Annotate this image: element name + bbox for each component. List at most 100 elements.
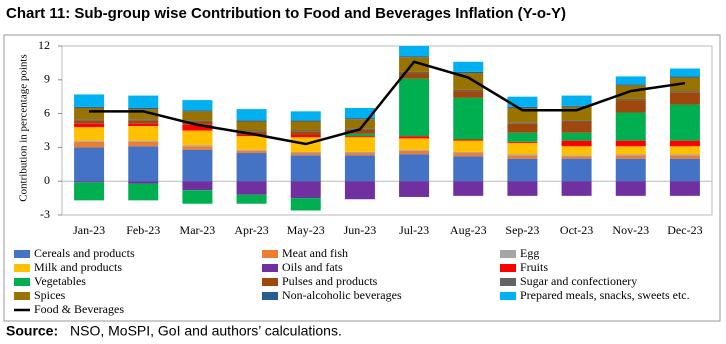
legend-label: Fruits xyxy=(520,260,548,274)
bar-segment xyxy=(344,129,375,134)
bar-segment xyxy=(236,120,267,122)
bar-segment xyxy=(561,155,592,157)
bar-segment xyxy=(344,137,375,152)
bar-segment xyxy=(128,141,159,147)
legend-label: Meat and fish xyxy=(282,246,348,260)
x-tick-label: Oct-23 xyxy=(560,223,593,237)
bar-segment xyxy=(344,107,375,119)
bar-segment xyxy=(74,127,105,141)
bar-segment xyxy=(561,146,592,156)
legend-label: Pulses and products xyxy=(282,274,378,288)
bar-segment xyxy=(507,181,538,196)
y-tick-label: 12 xyxy=(38,38,50,52)
x-tick-label: Aug-23 xyxy=(450,223,487,237)
legend-label: Oils and fats xyxy=(282,260,343,274)
bar-segment xyxy=(344,181,375,200)
bar-segment xyxy=(399,136,430,139)
legend-swatch xyxy=(262,264,278,272)
bar-segment xyxy=(399,138,430,150)
bar-segment xyxy=(453,139,484,141)
legend-label: Milk and products xyxy=(34,260,122,274)
bar-segment xyxy=(182,149,213,182)
x-tick-label: Dec-23 xyxy=(667,223,702,237)
bar-segment xyxy=(669,155,700,159)
bar-segment xyxy=(128,109,159,120)
bar-segment xyxy=(561,140,592,147)
legend-swatch xyxy=(14,250,30,258)
legend-swatch xyxy=(262,292,278,300)
bar-segment xyxy=(344,119,375,129)
bar-segment xyxy=(236,153,267,182)
x-tick-label: Nov-23 xyxy=(612,223,649,237)
y-tick-label: 6 xyxy=(44,105,50,119)
bar-segment xyxy=(74,119,105,121)
legend-swatch xyxy=(14,278,30,286)
bar-segment xyxy=(74,141,105,148)
legend-label: Cereals and products xyxy=(34,246,135,260)
y-axis-label: Contribution in percentage points xyxy=(18,54,30,202)
bar-segment xyxy=(669,92,700,105)
x-tick-label: Jan-23 xyxy=(73,223,105,237)
bar-segment xyxy=(290,111,321,121)
bar-segment xyxy=(453,181,484,196)
bar-segment xyxy=(236,136,267,150)
bar-segment xyxy=(74,140,105,142)
bar-segment xyxy=(615,100,646,113)
legend-swatch xyxy=(500,264,516,272)
legend-swatch xyxy=(262,250,278,258)
legend-swatch xyxy=(14,292,30,300)
bar-segment xyxy=(507,106,538,108)
bar-segment xyxy=(128,146,159,182)
bar-segment xyxy=(399,78,430,137)
bar-segment xyxy=(182,100,213,111)
bar-segment xyxy=(507,107,538,123)
bar-segment xyxy=(290,120,321,122)
bar-segment xyxy=(74,182,105,201)
bar-segment xyxy=(615,84,646,86)
bar-segment xyxy=(290,151,321,154)
bar-segment xyxy=(507,141,538,143)
bar-segment xyxy=(507,96,538,107)
bar-segment xyxy=(74,107,105,120)
bar-segment xyxy=(290,130,321,132)
bar-segment xyxy=(453,71,484,74)
x-tick-label: May-23 xyxy=(287,223,325,237)
bar-segment xyxy=(561,181,592,196)
bar-segment xyxy=(399,150,430,155)
x-tick-label: Mar-23 xyxy=(180,223,216,237)
bar-segment xyxy=(128,119,159,121)
bar-segment xyxy=(344,136,375,138)
bar-segment xyxy=(290,121,321,131)
bar-segment xyxy=(236,130,267,132)
bar-segment xyxy=(290,135,321,138)
bar-segment xyxy=(453,151,484,154)
bar-segment xyxy=(561,95,592,106)
legend-label: Prepared meals, snacks, sweets etc. xyxy=(520,288,690,302)
legend-label: Non-alcoholic beverages xyxy=(282,288,402,302)
bar-segment xyxy=(669,140,700,147)
bar-segment xyxy=(182,145,213,147)
bar-segment xyxy=(74,181,105,183)
bar-segment xyxy=(236,149,267,151)
bar-segment xyxy=(399,73,430,79)
bar-segment xyxy=(182,124,213,131)
bar-segment xyxy=(290,153,321,156)
bar-segment xyxy=(236,121,267,131)
bar-segment xyxy=(507,123,538,133)
bar-segment xyxy=(74,120,105,124)
legend-swatch xyxy=(14,264,30,272)
plot-area xyxy=(61,45,713,216)
bar-segment xyxy=(507,155,538,159)
bar-segment xyxy=(615,146,646,155)
bar-segment xyxy=(128,183,159,201)
bar-segment xyxy=(236,181,267,195)
x-tick-label: Jun-23 xyxy=(344,223,377,237)
bar-segment xyxy=(615,158,646,182)
chart-frame xyxy=(3,34,721,322)
bar-segment xyxy=(453,61,484,72)
x-tick-label: Sep-23 xyxy=(505,223,539,237)
bar-segment xyxy=(128,140,159,142)
bar-segment xyxy=(399,57,430,72)
bar-segment xyxy=(453,153,484,157)
y-tick-label: 0 xyxy=(44,173,50,187)
